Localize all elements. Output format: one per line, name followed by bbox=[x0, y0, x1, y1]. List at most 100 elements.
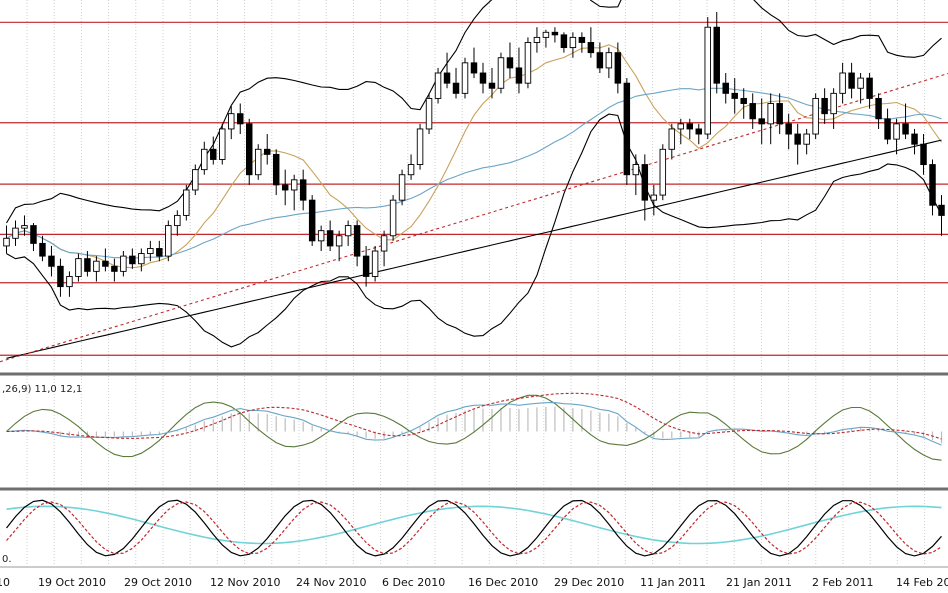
candle bbox=[335, 235, 343, 247]
candle bbox=[398, 174, 406, 201]
candle bbox=[228, 113, 235, 130]
candle bbox=[57, 265, 64, 288]
candle bbox=[686, 123, 694, 130]
candle bbox=[263, 148, 271, 155]
candle bbox=[48, 255, 55, 267]
candle bbox=[902, 123, 909, 135]
candle bbox=[111, 265, 118, 272]
x-axis: 10 19 Oct 2010 29 Oct 2010 12 Nov 2010 24 No… bbox=[0, 576, 948, 589]
candle bbox=[803, 133, 810, 145]
candle bbox=[758, 118, 765, 125]
candle bbox=[866, 77, 873, 99]
candle bbox=[614, 52, 622, 84]
candle bbox=[254, 148, 262, 176]
x-tick-label: 29 Oct 2010 bbox=[124, 576, 192, 589]
candle bbox=[12, 227, 19, 239]
candle bbox=[84, 258, 91, 272]
candle bbox=[326, 230, 334, 247]
candle bbox=[3, 237, 10, 247]
candle bbox=[641, 164, 649, 201]
candle bbox=[39, 242, 46, 257]
x-tick-label: 2 Feb 2011 bbox=[812, 576, 873, 589]
candle bbox=[461, 62, 469, 94]
candle bbox=[299, 179, 307, 201]
candle bbox=[569, 36, 577, 49]
candle bbox=[704, 26, 711, 135]
candle bbox=[839, 72, 846, 94]
candle bbox=[344, 225, 352, 237]
macd-label: ,26,9) 11,0 12,1 bbox=[2, 384, 82, 395]
x-tick-label: 19 Oct 2010 bbox=[38, 576, 106, 589]
candle bbox=[605, 52, 613, 69]
candle bbox=[147, 248, 154, 255]
candle bbox=[183, 189, 190, 216]
candle bbox=[210, 148, 217, 160]
candle bbox=[722, 82, 729, 94]
candle bbox=[551, 31, 559, 36]
stochastic-pane bbox=[6, 499, 942, 557]
candle bbox=[371, 250, 379, 277]
candle bbox=[30, 225, 37, 244]
macd-signal-line bbox=[6, 392, 942, 440]
macd-pane bbox=[6, 392, 943, 461]
candle bbox=[156, 248, 163, 257]
candle bbox=[317, 230, 325, 242]
candle bbox=[488, 82, 496, 89]
x-tick-label: 10 bbox=[0, 576, 10, 589]
candle bbox=[785, 123, 792, 135]
candle bbox=[281, 184, 289, 191]
x-tick-label: 29 Dec 2010 bbox=[554, 576, 624, 589]
candle bbox=[560, 34, 568, 49]
candle bbox=[857, 77, 864, 89]
candle bbox=[192, 169, 199, 191]
candle bbox=[875, 97, 882, 120]
candle bbox=[219, 128, 226, 160]
candle bbox=[830, 92, 837, 115]
candle bbox=[21, 225, 28, 229]
candle bbox=[884, 118, 891, 140]
x-tick-label: 16 Dec 2010 bbox=[468, 576, 538, 589]
x-tick-label: 6 Dec 2010 bbox=[382, 576, 445, 589]
candle bbox=[659, 148, 667, 196]
candle bbox=[920, 143, 927, 166]
candle bbox=[506, 57, 514, 69]
candle bbox=[102, 260, 109, 267]
candle bbox=[308, 199, 316, 242]
candle bbox=[129, 255, 136, 265]
stochastic-k-line bbox=[6, 499, 942, 557]
trendline bbox=[0, 72, 948, 363]
candle bbox=[272, 153, 280, 186]
candle bbox=[362, 255, 370, 277]
candle bbox=[812, 97, 819, 135]
candle bbox=[650, 194, 658, 201]
price-pane bbox=[0, 0, 948, 568]
x-tick-label: 11 Jan 2011 bbox=[640, 576, 706, 589]
candle bbox=[542, 31, 550, 38]
candle bbox=[138, 253, 145, 265]
stochastic-label: 0. bbox=[2, 554, 12, 565]
candle bbox=[533, 36, 541, 43]
stochastic-slow-line bbox=[6, 505, 942, 545]
candle bbox=[165, 225, 172, 257]
candle bbox=[416, 128, 424, 166]
candle bbox=[93, 260, 100, 272]
candle bbox=[237, 113, 244, 125]
candle bbox=[353, 225, 361, 257]
candle bbox=[389, 199, 397, 237]
candle bbox=[929, 164, 936, 206]
candle bbox=[497, 57, 505, 89]
candle bbox=[587, 42, 595, 54]
candle bbox=[677, 123, 685, 130]
x-tick-label: 12 Nov 2010 bbox=[210, 576, 280, 589]
candle bbox=[848, 72, 855, 89]
candle bbox=[479, 72, 487, 84]
candle bbox=[452, 82, 460, 94]
candle bbox=[524, 42, 532, 84]
candle bbox=[713, 26, 720, 84]
candle bbox=[407, 164, 415, 176]
candle bbox=[201, 148, 208, 171]
candle bbox=[776, 103, 783, 125]
candle bbox=[821, 97, 828, 115]
candle bbox=[246, 123, 253, 176]
candle bbox=[66, 276, 73, 288]
